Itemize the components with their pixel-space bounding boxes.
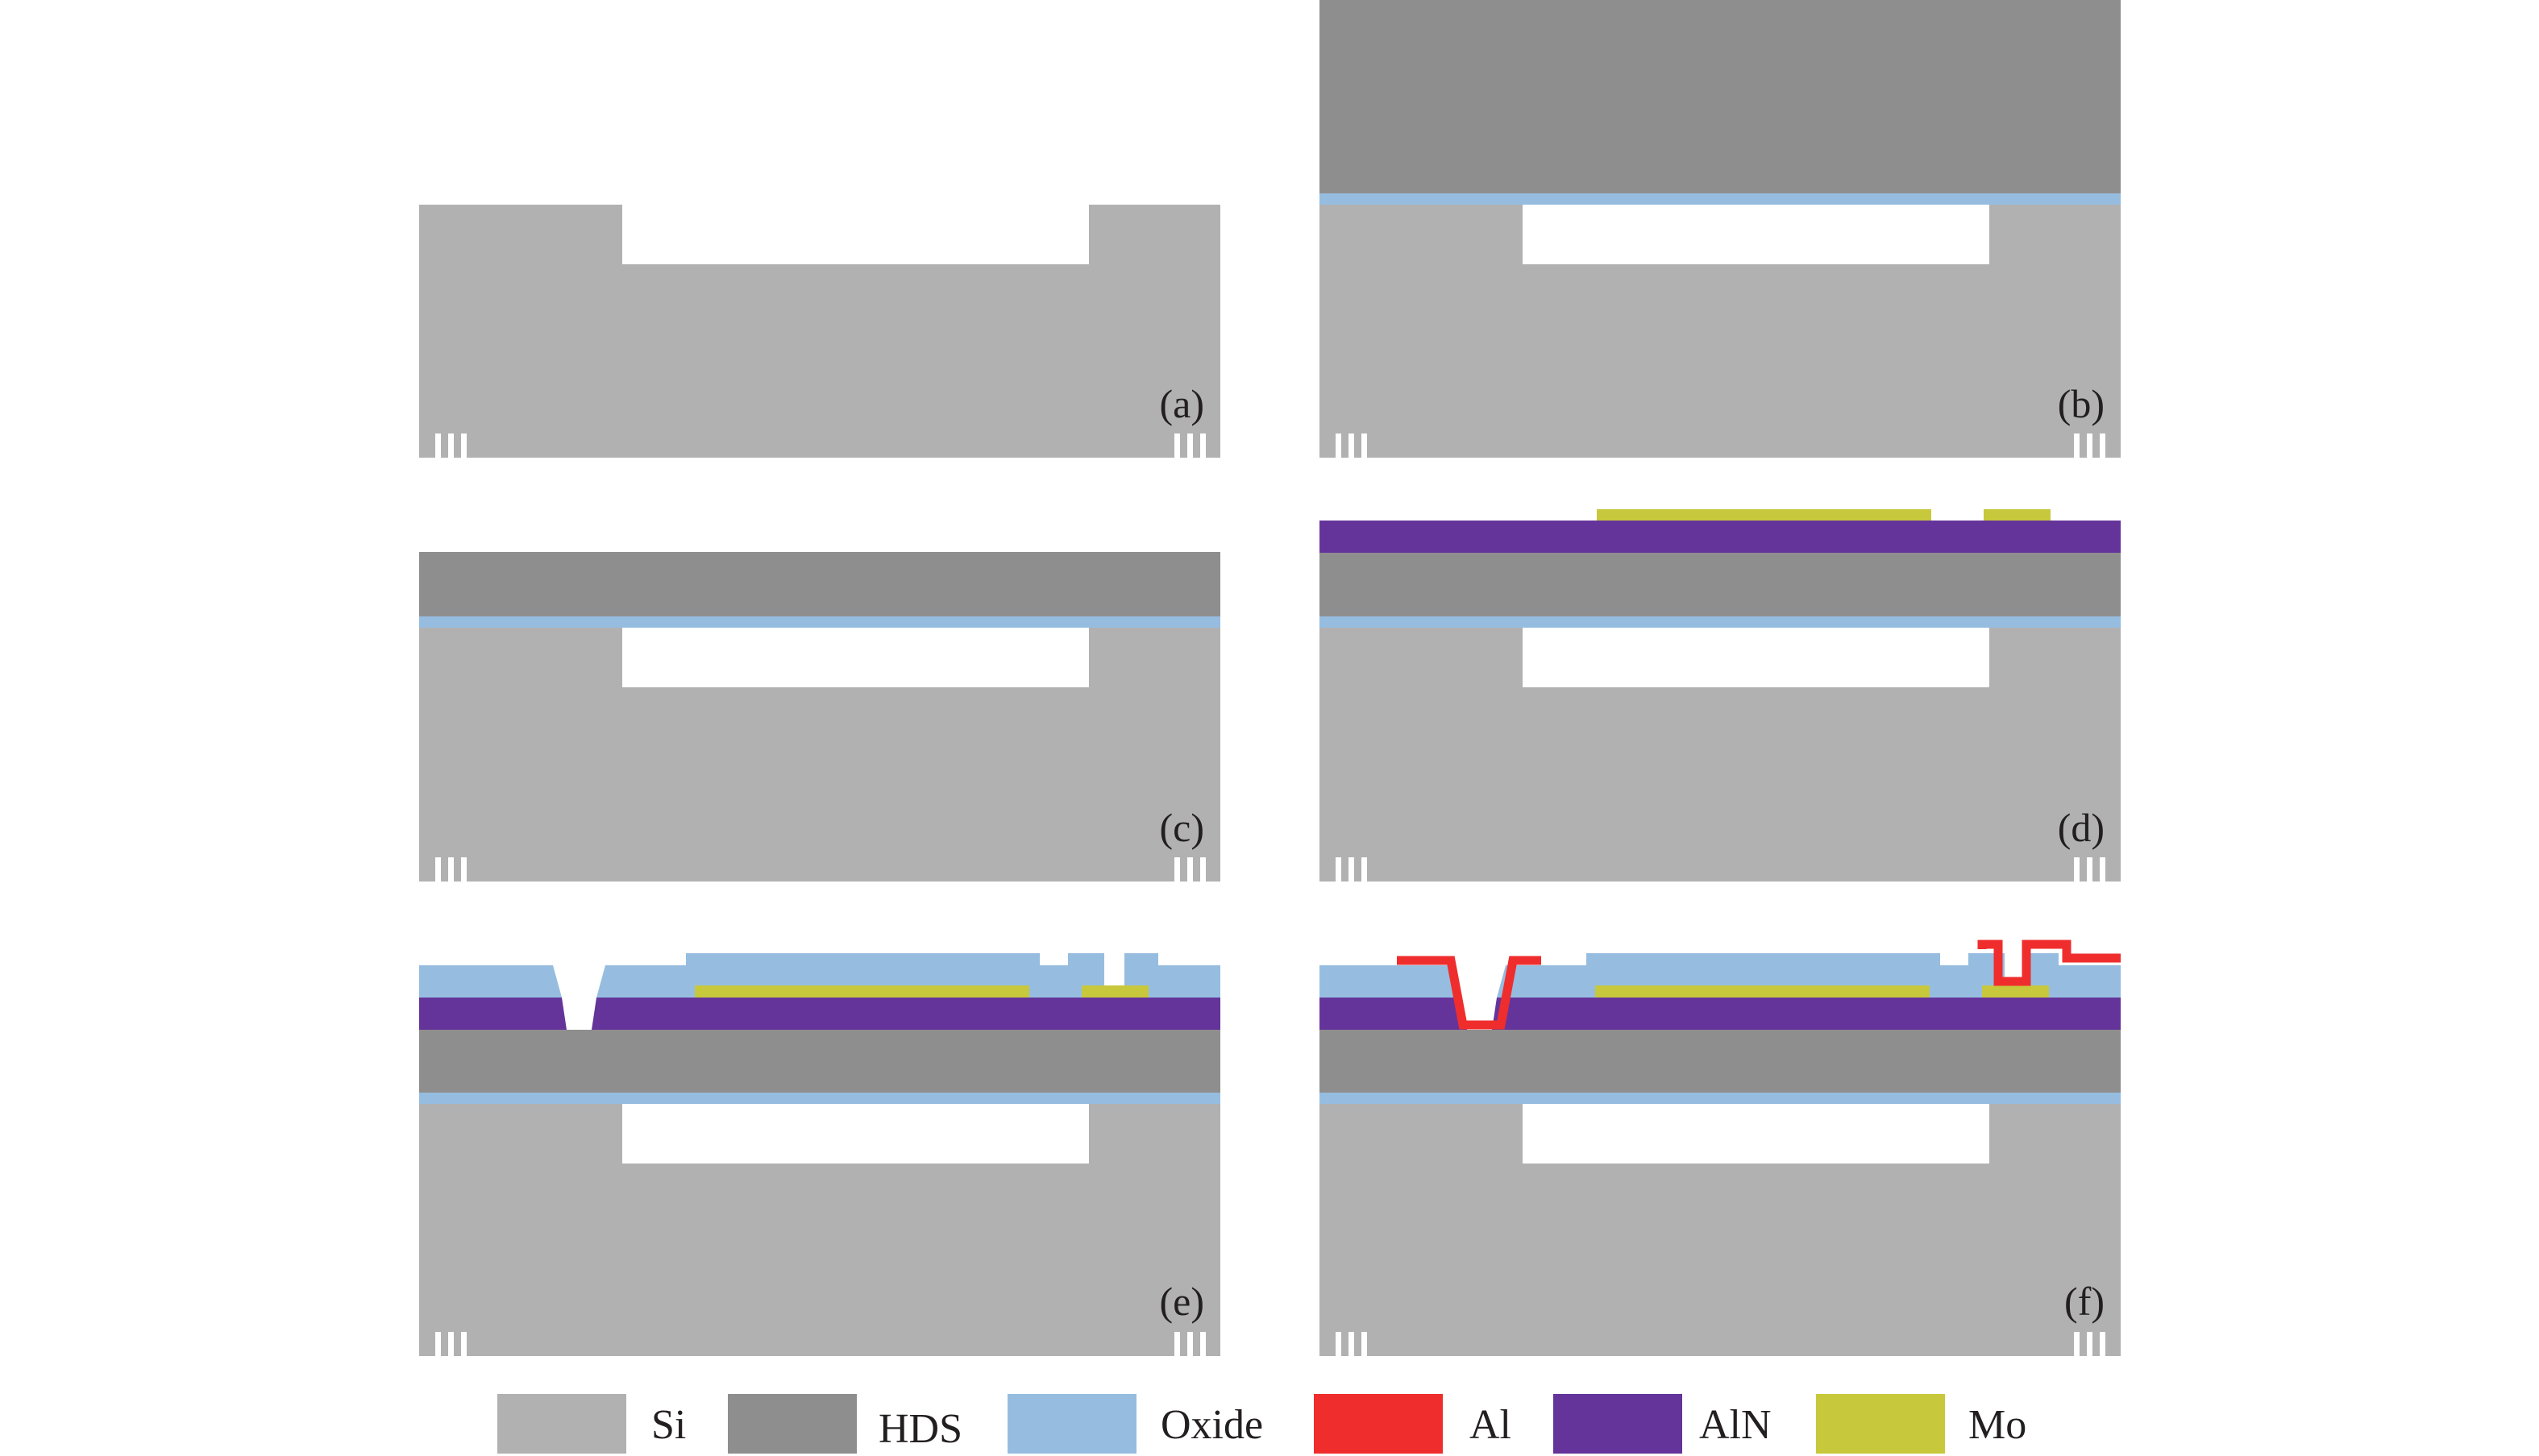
- hds-layer: [1319, 1030, 2121, 1093]
- legend-label-mo: Mo: [1968, 1402, 2026, 1448]
- legend-swatch-si: [497, 1394, 626, 1454]
- panel-label-f: (f): [2064, 1279, 2105, 1324]
- oxide-layer: [1319, 193, 2121, 205]
- oxide-layer: [419, 616, 1220, 628]
- legend-swatch-al: [1314, 1394, 1443, 1454]
- cavity: [622, 628, 1089, 687]
- hds-layer: [419, 552, 1220, 616]
- panel-e: (e): [419, 953, 1220, 1356]
- si-substrate: [419, 205, 1220, 458]
- legend-swatch-oxide: [1008, 1394, 1137, 1454]
- hds-layer: [1319, 553, 2121, 616]
- legend-label-aln: AlN: [1699, 1402, 1772, 1448]
- mo-electrode: [1595, 985, 1930, 998]
- mo-electrode: [1597, 509, 1931, 521]
- cavity: [1523, 628, 1989, 687]
- aln-layer: [419, 998, 1220, 1030]
- mo-electrode: [1982, 985, 2049, 998]
- panel-c: (c): [419, 552, 1220, 881]
- hds-layer: [419, 1030, 1220, 1093]
- panel-label-d: (d): [2058, 805, 2105, 850]
- legend-label-hds: HDS: [879, 1406, 962, 1452]
- break-marks: [1336, 433, 2105, 458]
- break-marks: [435, 857, 1206, 881]
- panel-a: (a): [419, 205, 1220, 458]
- mo-electrode: [1082, 985, 1149, 998]
- cavity: [1523, 205, 1989, 264]
- oxide-layer: [1319, 1093, 2121, 1104]
- hds-layer: [1319, 0, 2121, 193]
- oxide-layer: [1319, 616, 2121, 628]
- legend-swatch-aln: [1553, 1394, 1682, 1454]
- break-marks: [1336, 1332, 2105, 1356]
- al-contact: [1977, 940, 2121, 986]
- legend-label-al: Al: [1469, 1402, 1511, 1448]
- oxide-layer: [419, 1093, 1220, 1104]
- panel-label-c: (c): [1160, 805, 1205, 850]
- aln-layer: [1319, 998, 2121, 1030]
- legend: Si HDS Oxide Al AlN Mo: [497, 1394, 2026, 1454]
- panel-f: (f): [1319, 940, 2121, 1356]
- break-marks: [1336, 857, 2105, 881]
- legend-swatch-mo: [1816, 1394, 1945, 1454]
- legend-label-oxide: Oxide: [1161, 1402, 1263, 1448]
- panel-label-b: (b): [2058, 381, 2105, 426]
- aln-layer: [1319, 521, 2121, 553]
- mo-electrode: [695, 985, 1029, 998]
- cavity: [622, 1104, 1089, 1164]
- panel-b: (b): [1319, 0, 2121, 458]
- mo-electrode: [1984, 509, 2051, 521]
- panel-label-e: (e): [1160, 1279, 1205, 1324]
- legend-swatch-hds: [728, 1394, 857, 1454]
- panel-d: (d): [1319, 509, 2121, 881]
- break-marks: [435, 1332, 1206, 1356]
- legend-label-si: Si: [651, 1402, 686, 1448]
- cavity: [1523, 1104, 1989, 1164]
- panel-label-a: (a): [1160, 381, 1205, 426]
- break-marks: [435, 433, 1206, 458]
- al-contact: [1397, 956, 1541, 1030]
